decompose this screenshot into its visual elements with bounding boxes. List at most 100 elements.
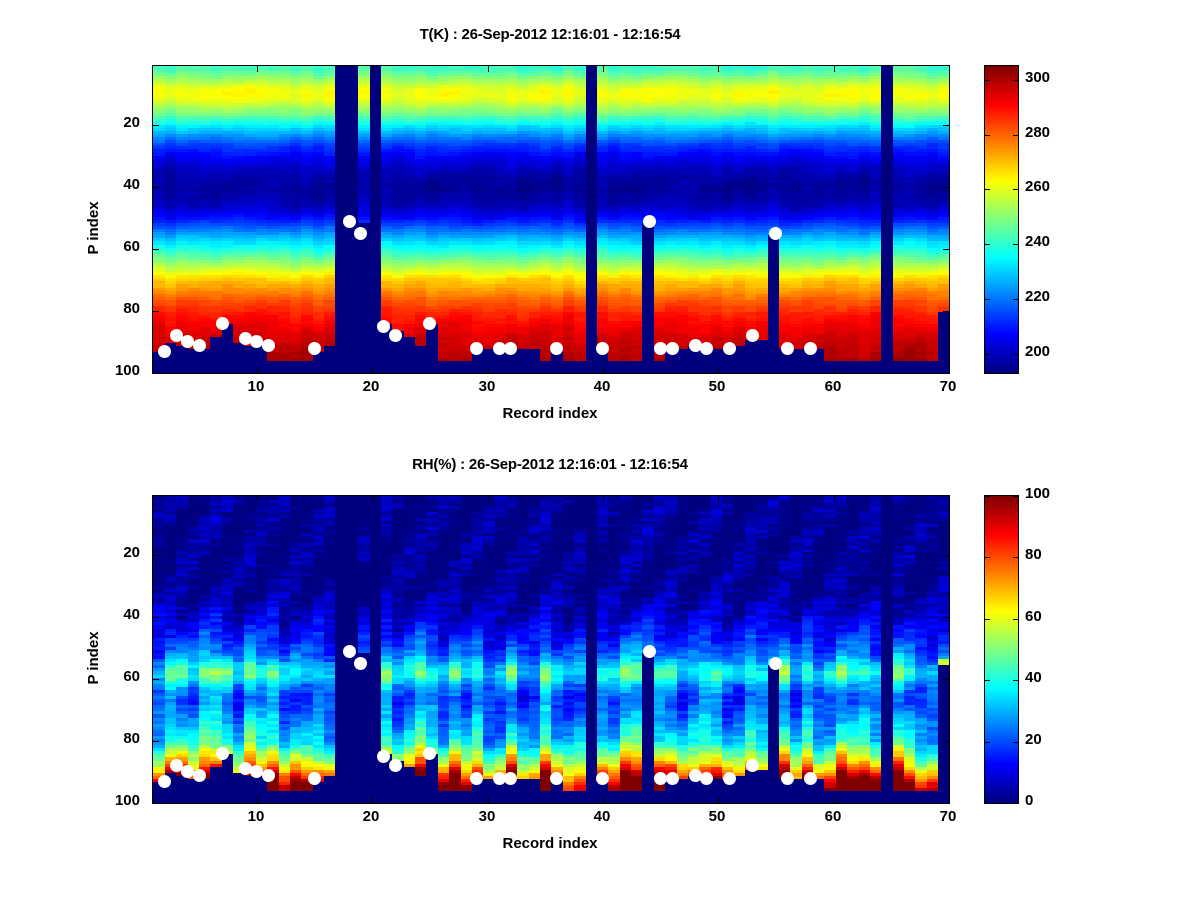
colorbar-tick-label: 260: [1025, 178, 1051, 195]
x-tick-label: 10: [247, 808, 265, 825]
colorbar-tick-label: 0: [1025, 792, 1034, 809]
x-axis-label-humidity: Record index: [502, 835, 598, 852]
x-axis-tick: [603, 66, 604, 72]
x-tick-label: 30: [478, 808, 496, 825]
x-axis-tick: [257, 496, 258, 502]
colorbar-tick-label: 280: [1025, 124, 1051, 141]
y-tick-label: 60: [123, 668, 140, 685]
y-axis-tick: [943, 373, 949, 374]
x-axis-tick: [372, 367, 373, 373]
colorbar-tick-label: 220: [1025, 288, 1051, 305]
y-axis-tick: [153, 373, 159, 374]
x-tick-label: 50: [708, 378, 726, 395]
colorbar-tick: [985, 680, 990, 681]
colorbar-gradient-temperature: [985, 66, 1018, 373]
y-tick-label: 100: [114, 792, 140, 809]
x-axis-tick: [372, 797, 373, 803]
x-axis-tick: [372, 496, 373, 502]
colorbar-tick: [1013, 80, 1018, 81]
colorbar-humidity: [984, 495, 1019, 804]
x-axis-tick: [257, 367, 258, 373]
heatmap-image-humidity: [153, 496, 949, 803]
colorbar-tick: [1013, 557, 1018, 558]
colorbar-tick-label: 240: [1025, 233, 1051, 250]
colorbar-tick: [1013, 496, 1018, 497]
x-tick-label: 70: [939, 378, 957, 395]
y-axis-tick: [153, 311, 159, 312]
y-axis-tick: [153, 679, 159, 680]
colorbar-gradient-humidity: [985, 496, 1018, 803]
x-axis-tick: [949, 797, 950, 803]
colorbar-tick: [1013, 354, 1018, 355]
x-axis-tick: [834, 797, 835, 803]
x-axis-label-temperature: Record index: [502, 405, 598, 422]
colorbar-tick-label: 40: [1025, 669, 1042, 686]
x-axis-tick: [834, 66, 835, 72]
panel-humidity: RH(%) : 26-Sep-2012 12:16:01 - 12:16:54 …: [0, 430, 1200, 860]
y-tick-label: 60: [123, 238, 140, 255]
colorbar-tick: [1013, 189, 1018, 190]
colorbar-temperature: [984, 65, 1019, 374]
y-axis-tick: [943, 679, 949, 680]
x-axis-tick: [603, 797, 604, 803]
y-tick-label: 40: [123, 176, 140, 193]
x-tick-label: 50: [708, 808, 726, 825]
x-axis-tick: [603, 367, 604, 373]
y-axis-tick: [153, 617, 159, 618]
y-axis-tick: [943, 555, 949, 556]
x-axis-tick: [372, 66, 373, 72]
colorbar-tick: [985, 354, 990, 355]
x-tick-label: 60: [824, 378, 842, 395]
colorbar-tick-label: 20: [1025, 731, 1042, 748]
x-axis-tick: [488, 496, 489, 502]
colorbar-tick: [985, 244, 990, 245]
panel-title-temperature: T(K) : 26-Sep-2012 12:16:01 - 12:16:54: [419, 26, 681, 43]
x-axis-tick: [834, 496, 835, 502]
colorbar-tick-label: 300: [1025, 69, 1051, 86]
x-axis-tick: [949, 496, 950, 502]
heatmap-axes-temperature: [152, 65, 950, 374]
y-tick-label: 80: [123, 300, 140, 317]
y-tick-label: 40: [123, 606, 140, 623]
colorbar-tick: [985, 189, 990, 190]
colorbar-tick: [985, 742, 990, 743]
colorbar-tick: [985, 619, 990, 620]
x-tick-label: 10: [247, 378, 265, 395]
colorbar-tick: [1013, 680, 1018, 681]
x-axis-tick: [949, 367, 950, 373]
heatmap-image-temperature: [153, 66, 949, 373]
y-tick-label: 20: [123, 114, 140, 131]
x-axis-tick: [488, 797, 489, 803]
colorbar-tick: [1013, 299, 1018, 300]
x-axis-tick: [718, 496, 719, 502]
x-axis-tick: [603, 496, 604, 502]
x-tick-label: 20: [362, 378, 380, 395]
y-axis-tick: [153, 187, 159, 188]
y-axis-label-humidity: P index: [85, 631, 102, 685]
x-tick-label: 70: [939, 808, 957, 825]
x-tick-label: 30: [478, 378, 496, 395]
x-axis-tick: [488, 367, 489, 373]
y-axis-tick: [153, 555, 159, 556]
colorbar-tick: [985, 557, 990, 558]
colorbar-tick-label: 60: [1025, 608, 1042, 625]
x-axis-tick: [834, 367, 835, 373]
x-axis-tick: [718, 66, 719, 72]
panel-title-humidity: RH(%) : 26-Sep-2012 12:16:01 - 12:16:54: [412, 456, 688, 473]
y-axis-tick: [153, 125, 159, 126]
colorbar-tick-label: 100: [1025, 485, 1051, 502]
x-tick-label: 20: [362, 808, 380, 825]
x-axis-tick: [949, 66, 950, 72]
colorbar-tick: [985, 803, 990, 804]
panel-temperature: T(K) : 26-Sep-2012 12:16:01 - 12:16:54 P…: [0, 0, 1200, 430]
y-axis-tick: [943, 803, 949, 804]
x-tick-label: 60: [824, 808, 842, 825]
y-axis-tick: [943, 125, 949, 126]
y-axis-label-temperature: P index: [85, 201, 102, 255]
x-axis-tick: [718, 367, 719, 373]
colorbar-tick: [985, 299, 990, 300]
x-axis-tick: [257, 66, 258, 72]
colorbar-tick-label: 200: [1025, 343, 1051, 360]
colorbar-tick: [985, 80, 990, 81]
